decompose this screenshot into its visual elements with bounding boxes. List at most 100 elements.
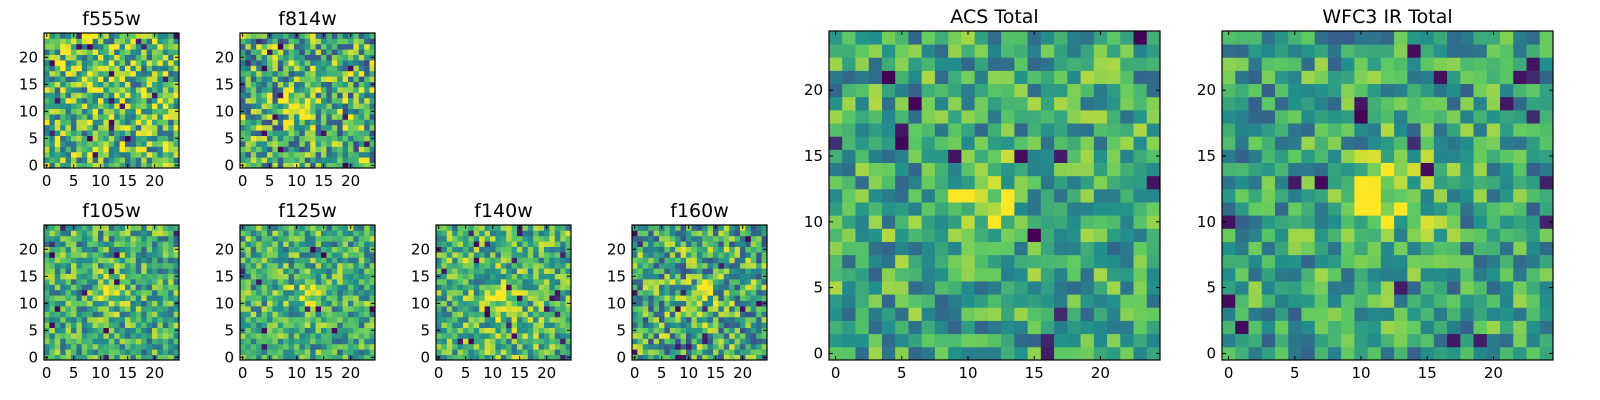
heatmap-cell [321, 273, 327, 280]
heatmap-cell [1301, 149, 1316, 163]
heatmap-cell [81, 262, 88, 269]
heatmap-cell [522, 300, 529, 307]
heatmap-cell [60, 300, 66, 307]
heatmap-cell [261, 311, 268, 318]
heatmap-cell [544, 289, 550, 296]
heatmap-cell [750, 338, 757, 345]
heatmap-cell [337, 43, 343, 50]
heatmap-cell [348, 349, 354, 355]
heatmap-cell [1460, 333, 1474, 348]
heatmap-cell [1040, 333, 1055, 348]
heatmap-cell [446, 354, 453, 361]
heatmap-cell [522, 273, 529, 280]
heatmap-cell [108, 246, 115, 253]
heatmap-cell [1027, 215, 1042, 229]
heatmap-cell [168, 81, 174, 88]
heatmap-cell [146, 273, 153, 280]
heatmap-cell [240, 114, 246, 120]
heatmap-cell [358, 141, 365, 147]
heatmap-cell [642, 300, 649, 307]
heatmap-cell [168, 300, 174, 307]
heatmap-cell [261, 327, 268, 334]
heatmap-cell [250, 246, 257, 253]
heatmap-cell [527, 252, 534, 258]
heatmap-cell [125, 322, 131, 328]
heatmap-cell [261, 252, 268, 258]
heatmap-cell [135, 146, 142, 153]
heatmap-cell [1107, 215, 1121, 229]
heatmap-cell [60, 333, 66, 339]
heatmap-cell [669, 333, 676, 339]
heatmap-cell [745, 225, 752, 231]
heatmap-cell [240, 257, 246, 264]
heatmap-cell [267, 43, 273, 50]
heatmap-cell [44, 103, 50, 109]
heatmap-cell [267, 230, 273, 237]
heatmap-cell [473, 273, 480, 280]
heatmap-cell [745, 311, 752, 318]
heatmap-cell [331, 76, 338, 82]
heatmap-cell [348, 311, 354, 318]
heatmap-cell [1288, 320, 1302, 335]
heatmap-cell [146, 119, 153, 126]
heatmap-cell [484, 343, 491, 350]
heatmap-cell [740, 273, 746, 280]
heatmap-cell [168, 130, 174, 136]
heatmap-cell [267, 273, 273, 280]
heatmap-cell [490, 235, 496, 242]
heatmap-cell [162, 108, 169, 115]
heatmap-cell [71, 81, 77, 88]
heatmap-cell [457, 230, 464, 237]
heatmap-cell [500, 257, 507, 264]
heatmap-cell [54, 230, 61, 237]
heatmap-cell [288, 92, 295, 99]
heatmap-cell [65, 338, 72, 345]
heatmap-cell [250, 300, 257, 307]
heatmap-cell [1080, 346, 1095, 361]
heatmap-cell [146, 70, 153, 77]
heatmap-cell [895, 96, 909, 111]
heatmap-cell [321, 103, 327, 109]
heatmap-cell [369, 124, 376, 131]
heatmap-cell [734, 295, 741, 301]
heatmap-cell [321, 135, 327, 142]
heatmap-cell [103, 235, 110, 242]
heatmap-cell [560, 316, 566, 323]
heatmap-cell [908, 175, 923, 190]
heatmap-cell [756, 311, 762, 318]
heatmap-cell [119, 333, 126, 339]
heatmap-cell [76, 262, 83, 269]
heatmap-cell [680, 322, 687, 328]
heatmap-cell [1014, 109, 1028, 124]
heatmap-cell [549, 333, 556, 339]
heatmap-cell [168, 327, 174, 334]
heatmap-cell [1001, 294, 1015, 308]
heatmap-cell [718, 327, 725, 334]
heatmap-cell [369, 103, 376, 109]
heatmap-cell [342, 124, 349, 131]
heatmap-cell [473, 306, 480, 312]
heatmap-cell [987, 149, 1002, 163]
heatmap-cell [125, 284, 131, 291]
heatmap-cell [473, 316, 480, 323]
heatmap-cell [326, 151, 333, 158]
heatmap-cell [54, 81, 61, 88]
heatmap-cell [157, 70, 164, 77]
heatmap-cell [125, 146, 131, 153]
heatmap-cell [283, 70, 289, 77]
heatmap-cell [272, 135, 279, 142]
heatmap-cell [130, 146, 137, 153]
heatmap-cell [288, 241, 295, 247]
heatmap-cell [130, 60, 137, 66]
heatmap-cell [146, 316, 153, 323]
heatmap-cell [1014, 96, 1028, 111]
heatmap-cell [1107, 188, 1121, 203]
heatmap-cell [98, 130, 104, 136]
heatmap-cell [162, 162, 169, 169]
heatmap-cell [908, 83, 923, 98]
heatmap-cell [87, 81, 93, 88]
heatmap-cell [1261, 175, 1276, 190]
heatmap-cell [168, 279, 174, 285]
heatmap-cell [168, 162, 174, 169]
heatmap-cell [304, 135, 311, 142]
